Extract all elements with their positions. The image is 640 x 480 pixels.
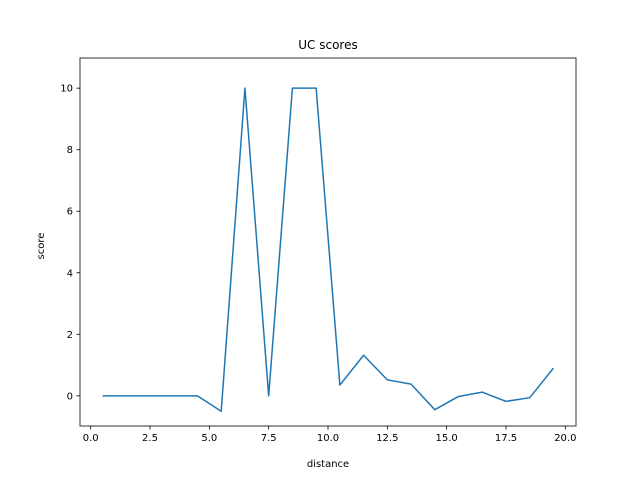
y-tick-label: 6 <box>67 207 73 218</box>
y-tick-label: 4 <box>67 268 73 279</box>
x-tick-label: 2.5 <box>142 433 158 444</box>
chart-title: UC scores <box>298 38 357 52</box>
x-tick-label: 20.0 <box>554 433 576 444</box>
y-tick-label: 0 <box>67 391 73 402</box>
y-tick-label: 8 <box>67 145 73 156</box>
x-tick-label: 7.5 <box>261 433 277 444</box>
x-tick-label: 10.0 <box>317 433 339 444</box>
series-line <box>102 87 555 412</box>
plot-area: 0.0 2.5 5.0 7.5 10.0 12.5 15.0 17.5 20.0 0 2 4 6 8 10 <box>60 57 576 444</box>
x-tick-label: 0.0 <box>83 433 99 444</box>
x-tick-label: 12.5 <box>376 433 398 444</box>
y-axis-label: score <box>36 233 47 260</box>
x-tick-label: 15.0 <box>436 433 458 444</box>
x-axis-label: distance <box>307 459 349 470</box>
y-tick-label: 2 <box>67 330 73 341</box>
x-tick-label: 17.5 <box>495 433 517 444</box>
y-tick-label: 10 <box>60 84 73 95</box>
x-tick-label: 5.0 <box>201 433 217 444</box>
